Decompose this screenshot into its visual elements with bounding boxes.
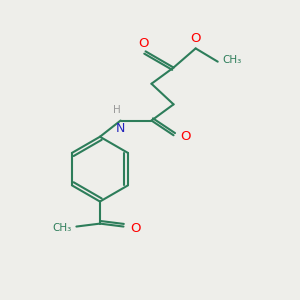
Text: O: O — [130, 221, 140, 235]
Text: CH₃: CH₃ — [222, 55, 242, 65]
Text: N: N — [116, 122, 125, 135]
Text: O: O — [180, 130, 190, 143]
Text: O: O — [138, 37, 148, 50]
Text: O: O — [190, 32, 201, 46]
Text: H: H — [113, 105, 121, 115]
Text: CH₃: CH₃ — [53, 223, 72, 233]
